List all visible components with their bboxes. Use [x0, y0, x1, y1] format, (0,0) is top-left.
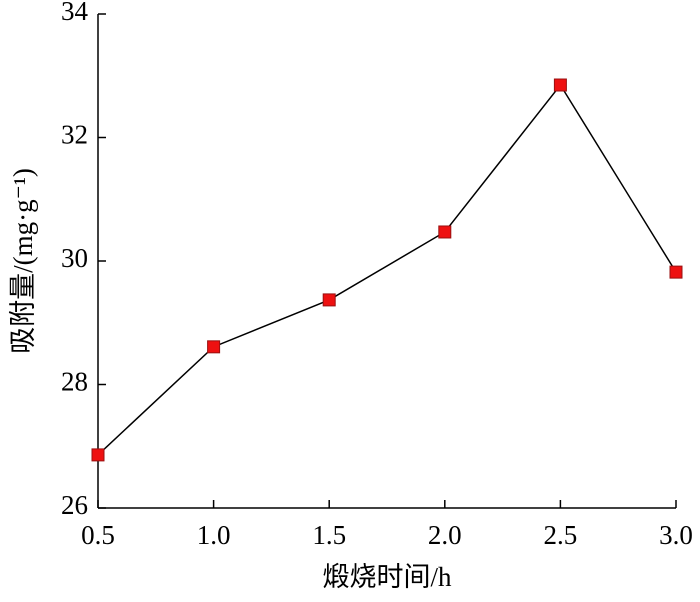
data-point: [669, 265, 683, 279]
x-tick-label: 2.0: [428, 520, 462, 550]
data-point: [322, 293, 336, 307]
y-tick-label: 32: [61, 120, 88, 150]
x-tick-label: 1.0: [197, 520, 231, 550]
y-tick-label: 28: [61, 367, 88, 397]
y-tick-label: 26: [61, 490, 88, 520]
x-tick-label: 2.5: [544, 520, 578, 550]
data-point: [553, 78, 567, 92]
y-tick-label: 34: [61, 0, 89, 26]
x-tick-label: 3.0: [659, 520, 693, 550]
data-line: [97, 83, 677, 456]
x-tick-label: 1.5: [312, 520, 346, 550]
x-axis-label: 煅烧时间/h: [322, 562, 452, 592]
data-point: [438, 225, 452, 239]
y-axis-label: 吸附量/(mg·g⁻¹): [8, 168, 38, 354]
x-tick-label: 0.5: [81, 520, 115, 550]
data-point: [91, 448, 105, 462]
y-tick-label: 30: [61, 243, 88, 273]
data-point: [207, 340, 221, 354]
